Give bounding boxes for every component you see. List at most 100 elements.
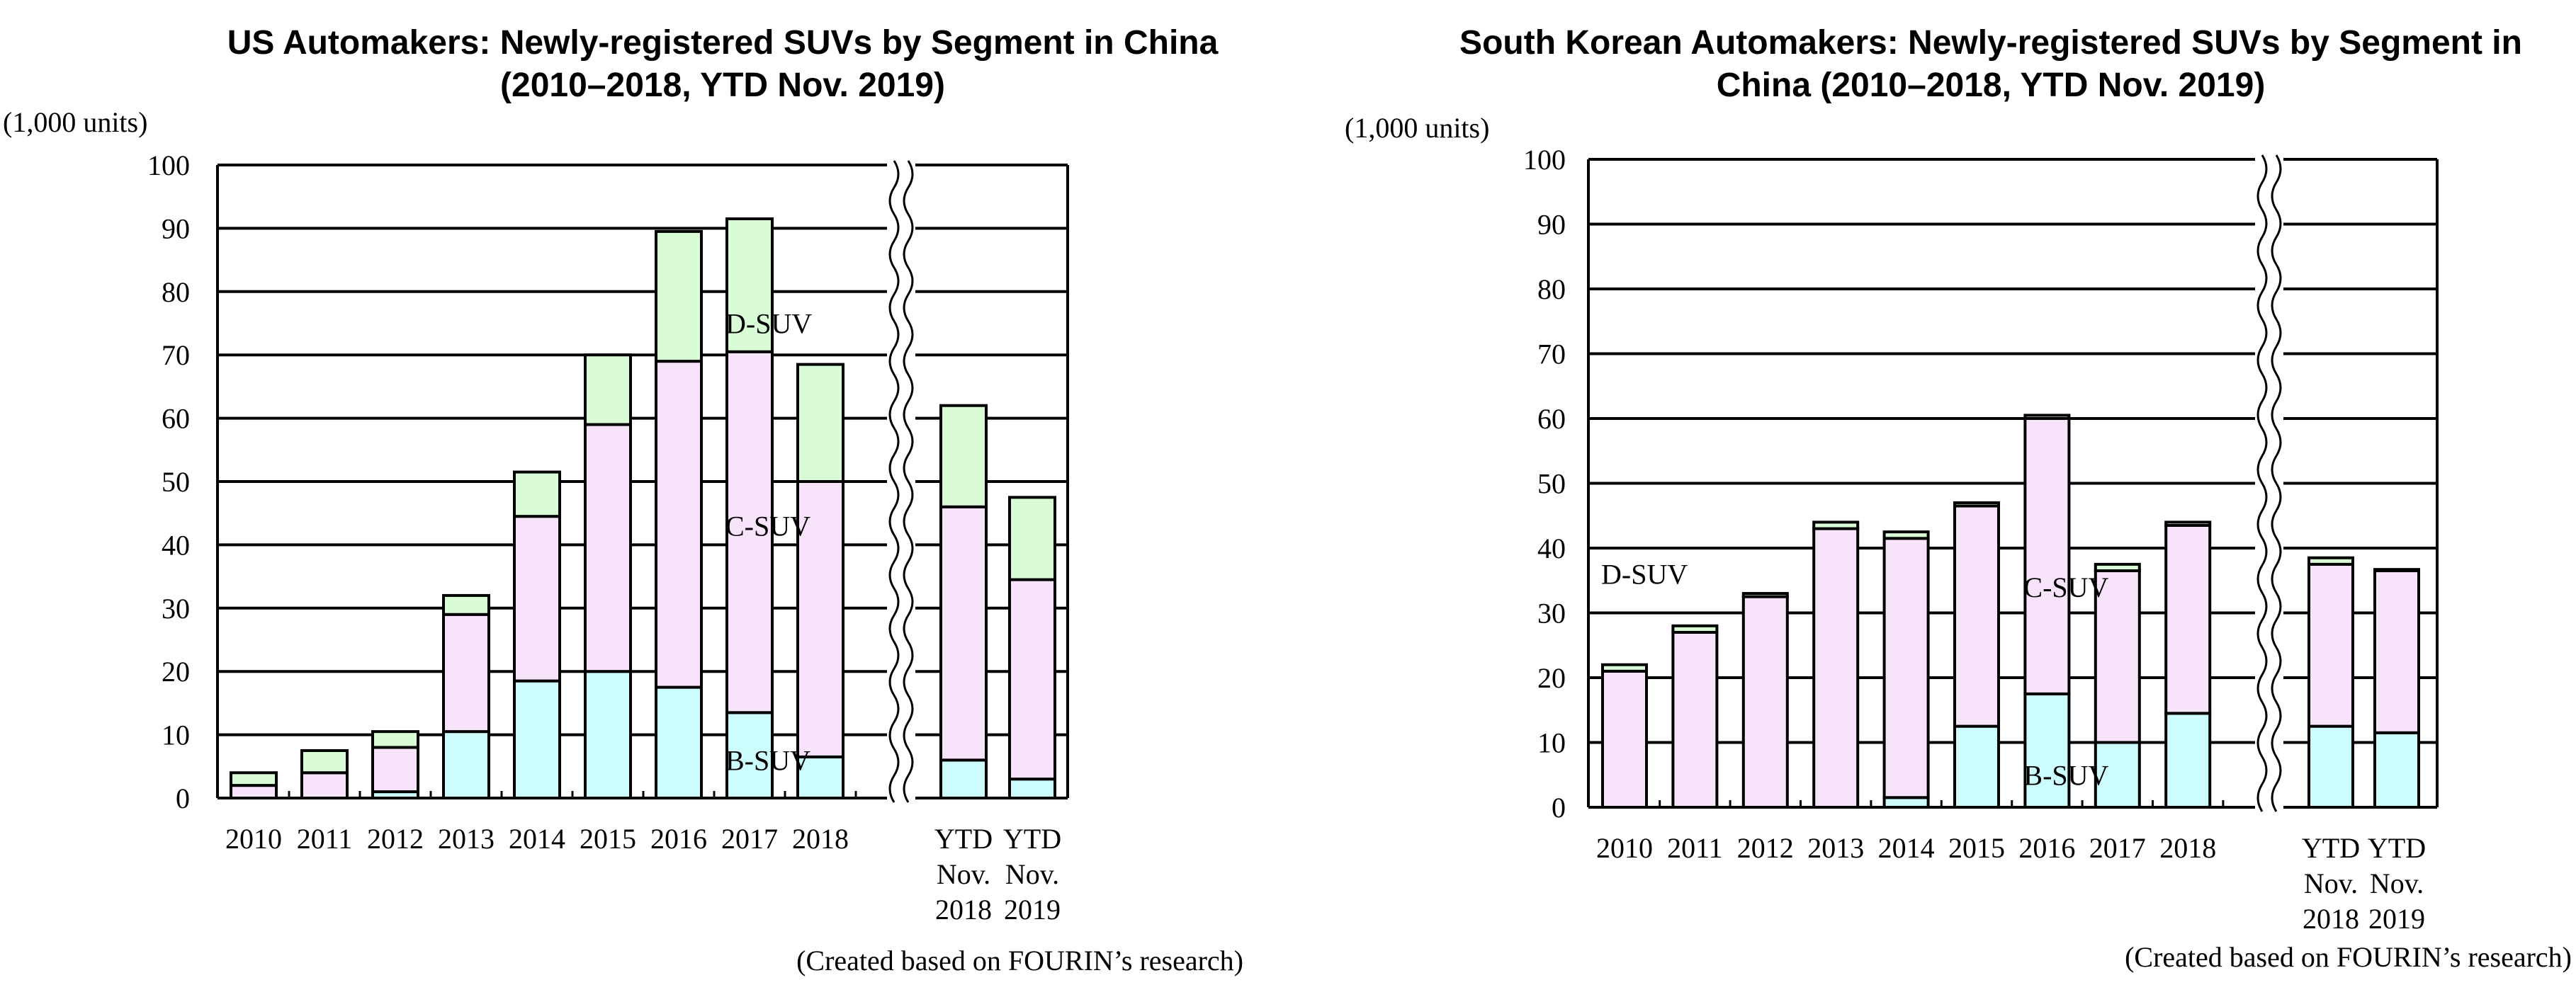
bar-segment-d-suv [371, 730, 419, 749]
y-tick-label: 50 [1537, 468, 1566, 500]
bar-segment-c-suv [1741, 595, 1789, 809]
segment-label: B-SUV [2023, 759, 2108, 791]
bar-segment-d-suv [725, 217, 774, 353]
y-tick-label: 70 [162, 339, 190, 371]
chart-title: China (2010–2018, YTD Nov. 2019) [1717, 67, 2266, 104]
y-tick-label: 70 [1537, 338, 1566, 370]
bar-segment-b-suv [1953, 724, 2000, 809]
bar-stack [2094, 562, 2141, 809]
x-tick-label: 2016 [2018, 832, 2075, 864]
bar-stack [1812, 520, 1860, 809]
x-tick-label: 2011 [297, 823, 353, 855]
bar-stack [1953, 501, 2000, 809]
y-tick-label: 60 [1537, 403, 1566, 435]
axis-break-line [2256, 154, 2268, 812]
bar-segment-c-suv [1008, 578, 1056, 781]
bar-stack [584, 353, 632, 800]
bar-segment-d-suv [513, 470, 561, 518]
bar-stack [2023, 414, 2071, 809]
bar-segment-c-suv [1953, 504, 2000, 728]
bar-segment-d-suv [584, 353, 632, 426]
x-tick-label: YTD [934, 823, 993, 855]
axis-break-band [2255, 155, 2283, 812]
bar-segment-c-suv [2307, 562, 2354, 728]
bar-segment-b-suv [725, 711, 774, 799]
chart-title: South Korean Automakers: Newly-registere… [1459, 24, 2522, 62]
bar-segment-b-suv [584, 670, 632, 800]
x-tick-label: 2015 [1948, 832, 2005, 864]
y-tick-label: 60 [162, 403, 190, 435]
y-tick-label: 100 [147, 149, 190, 181]
y-tick-label: 90 [162, 212, 190, 244]
y-tick-label: 40 [1537, 533, 1566, 564]
bar-segment-b-suv [1882, 796, 1930, 809]
x-tick-label: 2010 [225, 823, 282, 855]
x-tick-label: 2018 [2303, 903, 2359, 935]
bar-segment-d-suv [2373, 568, 2420, 573]
bar-stack [442, 593, 490, 800]
bar-segment-d-suv [2023, 414, 2071, 420]
bar-segment-d-suv [1671, 624, 1719, 634]
x-tick-label: 2012 [367, 823, 424, 855]
x-tick-label: Nov. [2370, 867, 2424, 899]
bar-segment-c-suv [513, 515, 561, 683]
bar-segment-c-suv [230, 784, 278, 799]
bar-stack [2164, 520, 2212, 809]
bar-stack [939, 404, 988, 799]
axis-break-line [2271, 154, 2282, 812]
bar-segment-c-suv [1812, 527, 1860, 809]
bar-segment-c-suv [442, 613, 490, 734]
bar-segment-b-suv [2307, 724, 2354, 809]
y-tick-label: 0 [176, 782, 190, 814]
y-tick-label: 30 [162, 593, 190, 625]
chart-panel-1: US Automakers: Newly-registered SUVs by … [3, 24, 1243, 977]
bar-segment-b-suv [796, 755, 844, 800]
bar-stack [1601, 663, 1648, 809]
bar-stack [1008, 496, 1056, 800]
x-tick-label: 2018 [2159, 832, 2216, 864]
bar-stack [796, 363, 844, 800]
bar-segment-d-suv [1008, 496, 1056, 581]
bar-segment-d-suv [2094, 562, 2141, 573]
chart-title: (2010–2018, YTD Nov. 2019) [500, 67, 945, 104]
bar-segment-c-suv [939, 505, 988, 762]
bar-segment-d-suv [1953, 501, 2000, 508]
bar-segment-c-suv [2373, 569, 2420, 734]
y-tick-label: 20 [162, 656, 190, 688]
x-tick-label: Nov. [937, 858, 990, 890]
y-tick-label: 10 [1537, 727, 1566, 759]
bar-stack [513, 470, 561, 799]
source-note: (Created based on FOURIN’s research) [796, 945, 1243, 977]
bar-stack [230, 771, 278, 799]
bar-segment-b-suv [513, 679, 561, 799]
bar-segment-c-suv [2023, 417, 2071, 695]
chart-panel-2: South Korean Automakers: Newly-registere… [1345, 24, 2572, 973]
bar-stack [300, 748, 349, 799]
y-tick-label: 10 [162, 719, 190, 751]
x-tick-label: 2012 [1737, 832, 1794, 864]
bar-segment-d-suv [1812, 520, 1860, 530]
bar-stack [1741, 592, 1789, 809]
y-tick-label: 80 [1537, 273, 1566, 305]
y-tick-label: 50 [162, 466, 190, 498]
bar-segment-d-suv [655, 229, 703, 363]
segment-label: B-SUV [725, 744, 810, 776]
bar-segment-b-suv [655, 685, 703, 799]
bar-stack [1882, 530, 1930, 809]
x-tick-label: 2018 [935, 894, 992, 926]
axis-break-line [903, 160, 914, 803]
bar-stack [1671, 624, 1719, 809]
x-tick-label: Nov. [2304, 867, 2358, 899]
x-tick-label: 2017 [2089, 832, 2146, 864]
bar-segment-d-suv [939, 404, 988, 508]
bar-stack [371, 730, 419, 800]
bar-segment-c-suv [1601, 669, 1648, 809]
x-tick-label: 2011 [1667, 832, 1723, 864]
axis-break-line [888, 160, 900, 803]
bar-segment-d-suv [300, 748, 349, 775]
x-tick-label: 2017 [721, 823, 778, 855]
x-tick-label: 2013 [1807, 832, 1864, 864]
bar-segment-c-suv [655, 360, 703, 689]
bar-segment-b-suv [442, 730, 490, 800]
